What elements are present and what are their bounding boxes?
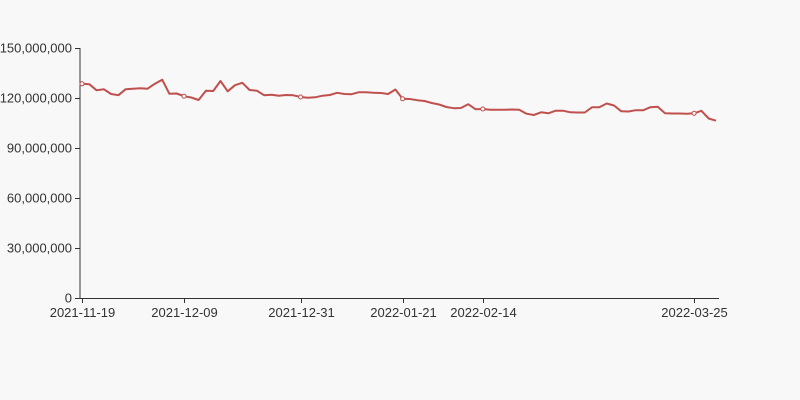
x-tick-label: 2021-12-31 <box>268 305 335 320</box>
plot-area <box>79 78 717 122</box>
series-line <box>81 78 717 122</box>
y-tick-label: 0 <box>65 291 72 306</box>
data-point-marker <box>79 81 85 87</box>
y-tick-label: 30,000,000 <box>7 241 72 256</box>
data-point-marker <box>480 106 486 112</box>
y-tick-label: 60,000,000 <box>7 191 72 206</box>
x-tick-label: 2021-12-09 <box>151 305 218 320</box>
data-point-marker <box>400 96 406 102</box>
x-axis: 2021-11-19 2021-12-09 2021-12-31 2022-01-21… <box>50 298 728 320</box>
x-tick-label: 2022-01-21 <box>370 305 437 320</box>
data-point-marker <box>298 94 304 100</box>
x-tick-label: 2022-02-14 <box>450 305 517 320</box>
x-tick-label: 2022-03-25 <box>661 305 728 320</box>
y-axis: 0 30,000,000 60,000,000 90,000,000 120,000,0… <box>0 41 81 306</box>
y-tick-label: 120,000,000 <box>0 91 72 106</box>
data-point-marker <box>181 93 187 99</box>
y-tick-label: 150,000,000 <box>0 41 72 56</box>
y-tick-label: 90,000,000 <box>7 141 72 156</box>
x-tick-label: 2021-11-19 <box>50 305 116 320</box>
data-point-marker <box>691 110 697 116</box>
